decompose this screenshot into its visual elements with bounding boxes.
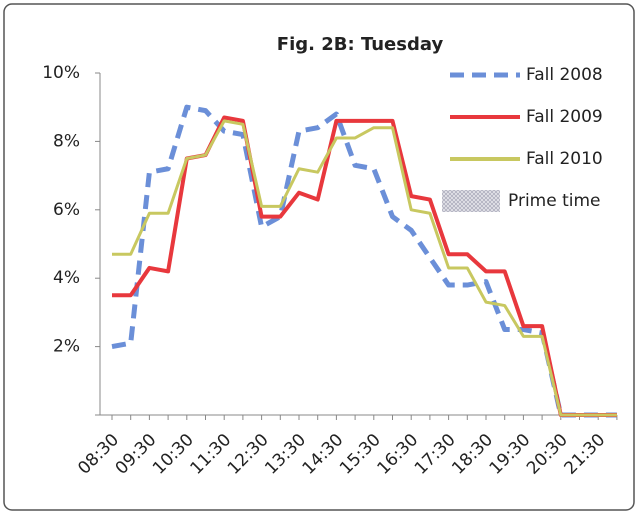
legend-label: Fall 2009 (526, 107, 603, 127)
y-tick-label: 8% (53, 131, 80, 151)
frame (3, 3, 635, 511)
series-line (111, 104, 617, 418)
chart-title: Fig. 2B: Tuesday (277, 34, 444, 55)
legend-label: Fall 2008 (526, 65, 603, 85)
series-line (112, 119, 617, 417)
legend-label: Prime time (508, 191, 601, 211)
y-tick-label: 10% (42, 63, 80, 83)
legend-label: Fall 2010 (526, 149, 603, 169)
y-tick-label: 4% (53, 268, 80, 288)
y-tick-label: 2% (53, 337, 80, 357)
legend-swatch (442, 190, 500, 212)
y-tick-label: 6% (53, 200, 80, 220)
